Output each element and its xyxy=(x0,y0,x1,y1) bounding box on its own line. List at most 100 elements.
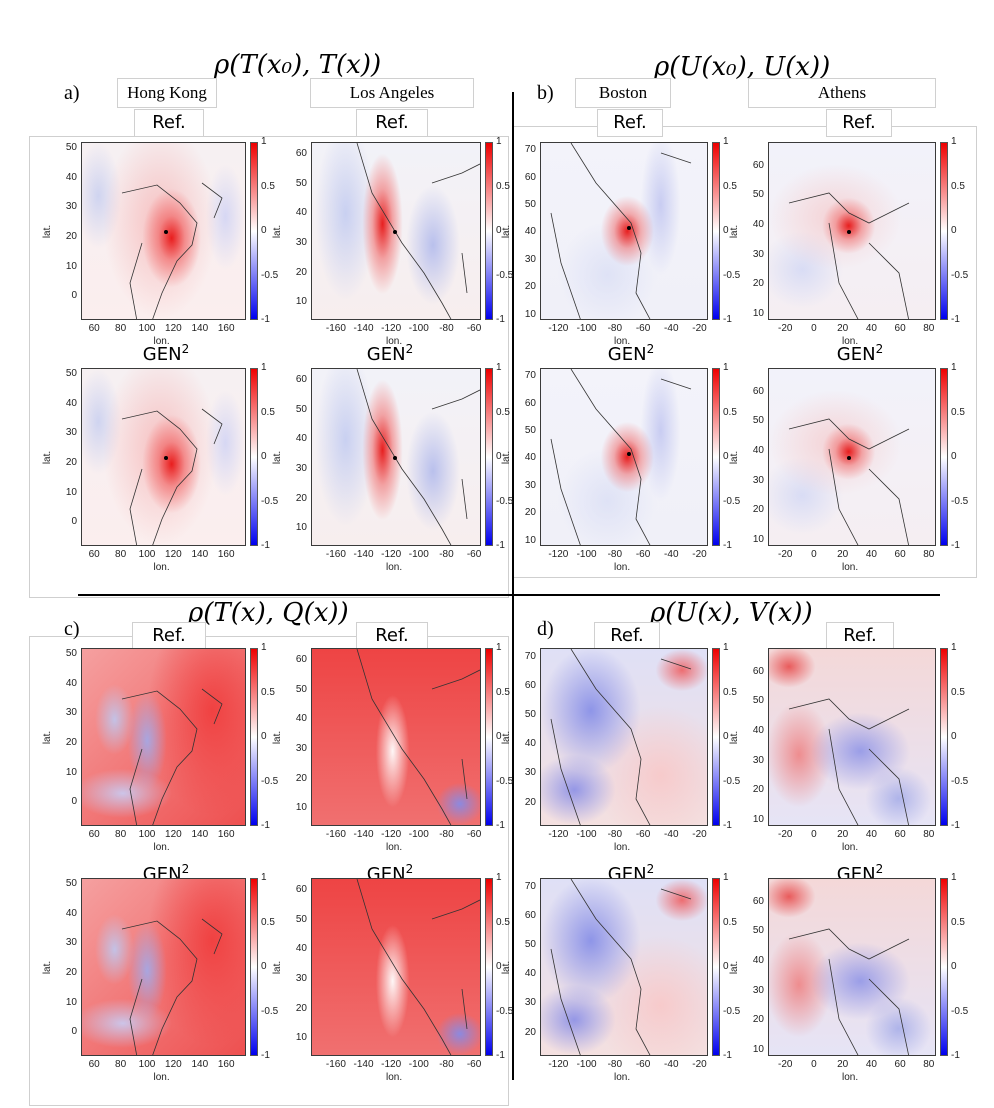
ref-label: Ref. xyxy=(134,109,204,137)
colorbar xyxy=(250,368,258,546)
colorbar xyxy=(940,142,948,320)
x-tick-label: 0 xyxy=(811,1059,817,1070)
colorbar xyxy=(250,648,258,826)
colorbar-tick-label: 0.5 xyxy=(261,180,275,192)
x-axis-label: lon. xyxy=(842,1072,859,1083)
x-tick-label: 40 xyxy=(865,323,877,334)
y-tick-label: 10 xyxy=(295,1032,307,1044)
x-tick-label: 160 xyxy=(217,1059,235,1070)
x-tick-label: -140 xyxy=(353,829,374,840)
y-tick-label: 40 xyxy=(65,907,77,919)
location-marker xyxy=(392,230,397,234)
colorbar-tick-label: -0.5 xyxy=(723,775,741,787)
x-axis-label: lon. xyxy=(153,842,170,853)
y-tick-label: 50 xyxy=(524,939,536,951)
colorbar-tick-label: -1 xyxy=(261,820,270,831)
y-tick-label: 40 xyxy=(524,226,536,238)
x-tick-label: 80 xyxy=(923,829,935,840)
x-tick-label: -20 xyxy=(777,1059,793,1070)
x-tick-label: -40 xyxy=(664,549,679,560)
y-tick-label: 30 xyxy=(752,474,764,486)
y-tick-label: 40 xyxy=(65,397,77,409)
y-tick-label: 60 xyxy=(524,397,536,409)
y-tick-label: 10 xyxy=(295,522,307,534)
colorbar-tick-label: 1 xyxy=(496,136,502,147)
heatmap-plot xyxy=(81,878,246,1056)
x-tick-label: -80 xyxy=(439,549,454,560)
x-tick-label: 80 xyxy=(115,549,127,560)
colorbar-tick-label: -1 xyxy=(723,314,732,325)
gen-label: GEN2 xyxy=(607,342,655,365)
x-tick-label: -60 xyxy=(635,829,651,840)
y-tick-label: 20 xyxy=(65,230,77,242)
x-tick-label: -80 xyxy=(439,323,454,334)
horizontal-divider xyxy=(78,594,940,596)
y-tick-label: 20 xyxy=(65,966,77,978)
x-tick-label: 160 xyxy=(217,323,235,334)
colorbar xyxy=(485,648,493,826)
colorbar-tick-label: -0.5 xyxy=(496,269,514,281)
colorbar-tick-label: 1 xyxy=(951,872,957,883)
y-tick-label: 30 xyxy=(524,253,536,265)
location-marker xyxy=(164,230,169,234)
x-tick-label: -140 xyxy=(353,1059,374,1070)
x-tick-label: 40 xyxy=(865,829,877,840)
colorbar-tick-label: 1 xyxy=(951,642,957,653)
colorbar-tick-label: 1 xyxy=(261,362,267,373)
heatmap-plot xyxy=(81,142,246,320)
colorbar xyxy=(485,368,493,546)
y-tick-label: 50 xyxy=(295,403,307,415)
y-tick-label: 60 xyxy=(295,373,307,385)
x-tick-label: 160 xyxy=(217,549,235,560)
y-tick-label: 70 xyxy=(524,144,536,156)
ref-label: Ref. xyxy=(356,622,428,650)
location-marker xyxy=(847,456,852,460)
x-tick-label: -100 xyxy=(576,1059,597,1070)
y-tick-label: 60 xyxy=(752,385,764,397)
colorbar-tick-label: 0.5 xyxy=(261,406,275,418)
coastline-lines xyxy=(550,143,692,319)
coastline-lines xyxy=(788,928,910,1055)
x-tick-label: 140 xyxy=(191,829,209,840)
x-tick-label: 120 xyxy=(165,549,182,560)
y-tick-label: 10 xyxy=(65,996,77,1008)
gen-label: GEN2 xyxy=(836,342,884,365)
colorbar-tick-label: 0.5 xyxy=(496,180,510,192)
colorbar-tick-label: -0.5 xyxy=(496,1005,514,1017)
city-athens: Athens xyxy=(748,78,936,108)
x-tick-label: 140 xyxy=(191,1059,209,1070)
x-tick-label: 20 xyxy=(837,829,849,840)
x-tick-label: -120 xyxy=(381,549,402,560)
colorbar-tick-label: -0.5 xyxy=(261,269,279,281)
colorbar-tick-label: 0.5 xyxy=(496,406,510,418)
colorbar-tick-label: 0 xyxy=(723,731,729,742)
colorbar-tick-label: -1 xyxy=(723,1050,732,1061)
colorbar-tick-label: 0 xyxy=(496,961,502,972)
y-axis-label: lat. xyxy=(729,224,741,239)
ref-label: Ref. xyxy=(826,622,894,650)
x-tick-label: -100 xyxy=(408,829,429,840)
y-tick-label: 40 xyxy=(752,725,764,737)
y-tick-label: 40 xyxy=(65,171,77,183)
x-tick-label: -20 xyxy=(692,1059,707,1070)
x-tick-label: -120 xyxy=(381,1059,402,1070)
heatmap-plot xyxy=(311,368,481,546)
y-tick-label: 40 xyxy=(752,445,764,457)
x-tick-label: -60 xyxy=(466,1059,482,1070)
y-tick-label: 60 xyxy=(752,895,764,907)
y-tick-label: 40 xyxy=(752,219,764,231)
heatmap-plot xyxy=(768,648,936,826)
coastline-lines xyxy=(121,688,223,825)
x-tick-label: -80 xyxy=(439,1059,454,1070)
colorbar xyxy=(485,878,493,1056)
x-axis-label: lon. xyxy=(386,336,403,347)
colorbar-tick-label: 1 xyxy=(723,872,729,883)
colorbar xyxy=(485,142,493,320)
y-tick-label: 0 xyxy=(71,1026,77,1038)
x-tick-label: -120 xyxy=(381,829,402,840)
colorbar-tick-label: -1 xyxy=(951,540,960,551)
colorbar-tick-label: -0.5 xyxy=(951,269,969,281)
x-axis-label: lon. xyxy=(153,1072,170,1083)
colorbar xyxy=(940,878,948,1056)
y-tick-label: 20 xyxy=(524,796,536,808)
